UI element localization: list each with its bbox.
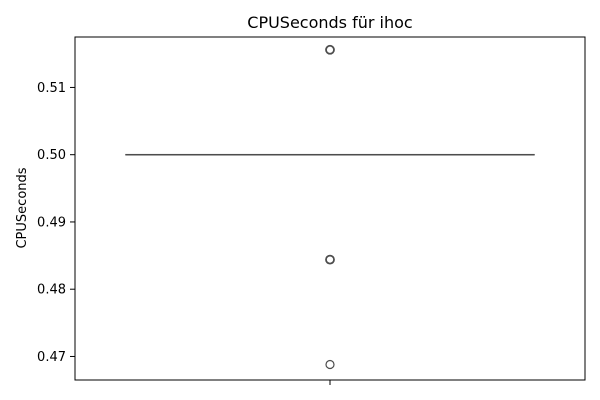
y-axis-label: CPUSeconds — [15, 167, 30, 248]
outlier-point — [325, 254, 335, 265]
y-tick-label: 0.51 — [37, 81, 66, 96]
y-axis: 0.47 0.48 0.49 0.50 0.51 — [37, 81, 75, 365]
y-tick-label: 0.47 — [37, 350, 66, 365]
chart-title: CPUSeconds für ihoc — [247, 13, 412, 32]
y-tick-label: 0.50 — [37, 148, 66, 163]
outlier-point — [325, 44, 335, 55]
y-tick-label: 0.49 — [37, 215, 66, 230]
outlier-group — [325, 44, 335, 370]
y-tick-label: 0.48 — [37, 283, 66, 298]
plot-area-frame — [74, 36, 586, 381]
outlier-point — [325, 359, 335, 370]
